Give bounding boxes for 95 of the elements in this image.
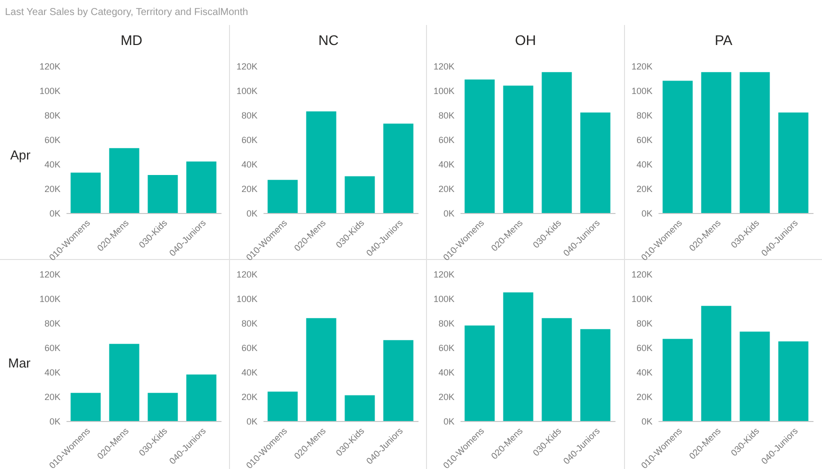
bar: [268, 180, 298, 213]
y-tick-label: 120K: [433, 270, 454, 280]
text: Last Year Sales by Category, Territory and FiscalMonth: [5, 7, 248, 18]
y-tick-label: 80K: [438, 318, 454, 328]
bar: [148, 175, 178, 213]
y-tick-label: 80K: [241, 318, 258, 328]
bar: [662, 80, 693, 213]
bar: [701, 306, 732, 421]
bar: [580, 112, 610, 213]
y-tick-label: 100K: [236, 86, 258, 96]
bar: [503, 86, 534, 213]
bar: [186, 162, 216, 213]
bar: [503, 292, 534, 421]
bar: [344, 176, 375, 213]
bar: [148, 392, 178, 421]
bar: [306, 111, 336, 213]
bar: [186, 374, 216, 421]
bar: [464, 79, 495, 213]
y-tick-label: 0K: [443, 208, 454, 218]
chart-title: NC: [318, 32, 339, 48]
y-tick-label: 120K: [631, 270, 652, 280]
y-tick-label: 60K: [241, 343, 258, 353]
y-tick-label: 60K: [44, 343, 60, 353]
bar: [464, 325, 495, 421]
bar: [70, 392, 101, 421]
bar: [662, 338, 693, 421]
y-tick-label: 20K: [44, 392, 60, 402]
y-tick-label: 80K: [241, 110, 258, 120]
y-tick-label: 60K: [636, 343, 652, 353]
y-tick-label: 0K: [49, 416, 60, 426]
chart-title: MD: [120, 32, 142, 48]
y-tick-label: 0K: [641, 208, 652, 218]
y-tick-label: 20K: [636, 184, 652, 194]
y-tick-label: 120K: [39, 62, 60, 72]
y-tick-label: 0K: [443, 416, 454, 426]
y-tick-label: 20K: [241, 184, 258, 194]
y-tick-label: 100K: [236, 294, 258, 304]
y-tick-label: 0K: [641, 416, 652, 426]
y-tick-label: 120K: [433, 62, 454, 72]
bar: [580, 329, 610, 421]
bar: [70, 172, 101, 213]
y-tick-label: 20K: [438, 392, 454, 402]
bar: [701, 72, 732, 213]
y-tick-label: 100K: [631, 294, 652, 304]
y-tick-label: 100K: [433, 86, 454, 96]
y-axis-title: Apr: [10, 148, 32, 162]
bar: [778, 112, 808, 213]
y-tick-label: 120K: [39, 270, 60, 280]
y-tick-label: 100K: [631, 86, 652, 96]
y-tick-label: 20K: [438, 184, 454, 194]
y-tick-label: 20K: [44, 184, 60, 194]
y-tick-label: 40K: [438, 368, 454, 378]
y-axis-title: Mar: [8, 356, 32, 370]
bar: [306, 318, 336, 421]
y-tick-label: 40K: [438, 160, 454, 170]
y-tick-label: 80K: [636, 318, 652, 328]
y-tick-label: 0K: [246, 208, 258, 218]
bar: [383, 124, 414, 213]
bar: [778, 341, 808, 421]
y-tick-label: 100K: [433, 294, 454, 304]
chart-title: OH: [515, 32, 536, 48]
y-tick-label: 100K: [39, 86, 60, 96]
bar: [740, 72, 770, 213]
y-tick-label: 40K: [636, 368, 652, 378]
y-tick-label: 40K: [636, 160, 652, 170]
y-tick-label: 60K: [241, 135, 258, 145]
y-tick-label: 40K: [44, 160, 60, 170]
y-tick-label: 0K: [49, 208, 60, 218]
bar: [268, 392, 298, 421]
y-tick-label: 40K: [44, 368, 60, 378]
bar: [109, 344, 140, 421]
y-tick-label: 40K: [241, 368, 258, 378]
y-tick-label: 80K: [438, 110, 454, 120]
y-tick-label: 20K: [241, 392, 258, 402]
y-tick-label: 60K: [44, 135, 60, 145]
bar: [740, 332, 770, 421]
y-tick-label: 120K: [631, 62, 652, 72]
y-tick-label: 80K: [44, 110, 60, 120]
y-tick-label: 0K: [246, 416, 258, 426]
bar: [383, 340, 414, 421]
bar: [344, 395, 375, 421]
bar: [109, 148, 140, 213]
y-tick-label: 80K: [44, 318, 60, 328]
y-tick-label: 60K: [438, 343, 454, 353]
bar: [542, 72, 572, 213]
chart-title: PA: [714, 32, 733, 48]
y-tick-label: 120K: [236, 62, 258, 72]
bar: [542, 318, 572, 421]
y-tick-label: 120K: [236, 270, 258, 280]
y-tick-label: 20K: [636, 392, 652, 402]
y-tick-label: 60K: [636, 135, 652, 145]
y-tick-label: 100K: [39, 294, 60, 304]
y-tick-label: 60K: [438, 135, 454, 145]
y-tick-label: 40K: [241, 160, 258, 170]
y-tick-label: 80K: [636, 110, 652, 120]
